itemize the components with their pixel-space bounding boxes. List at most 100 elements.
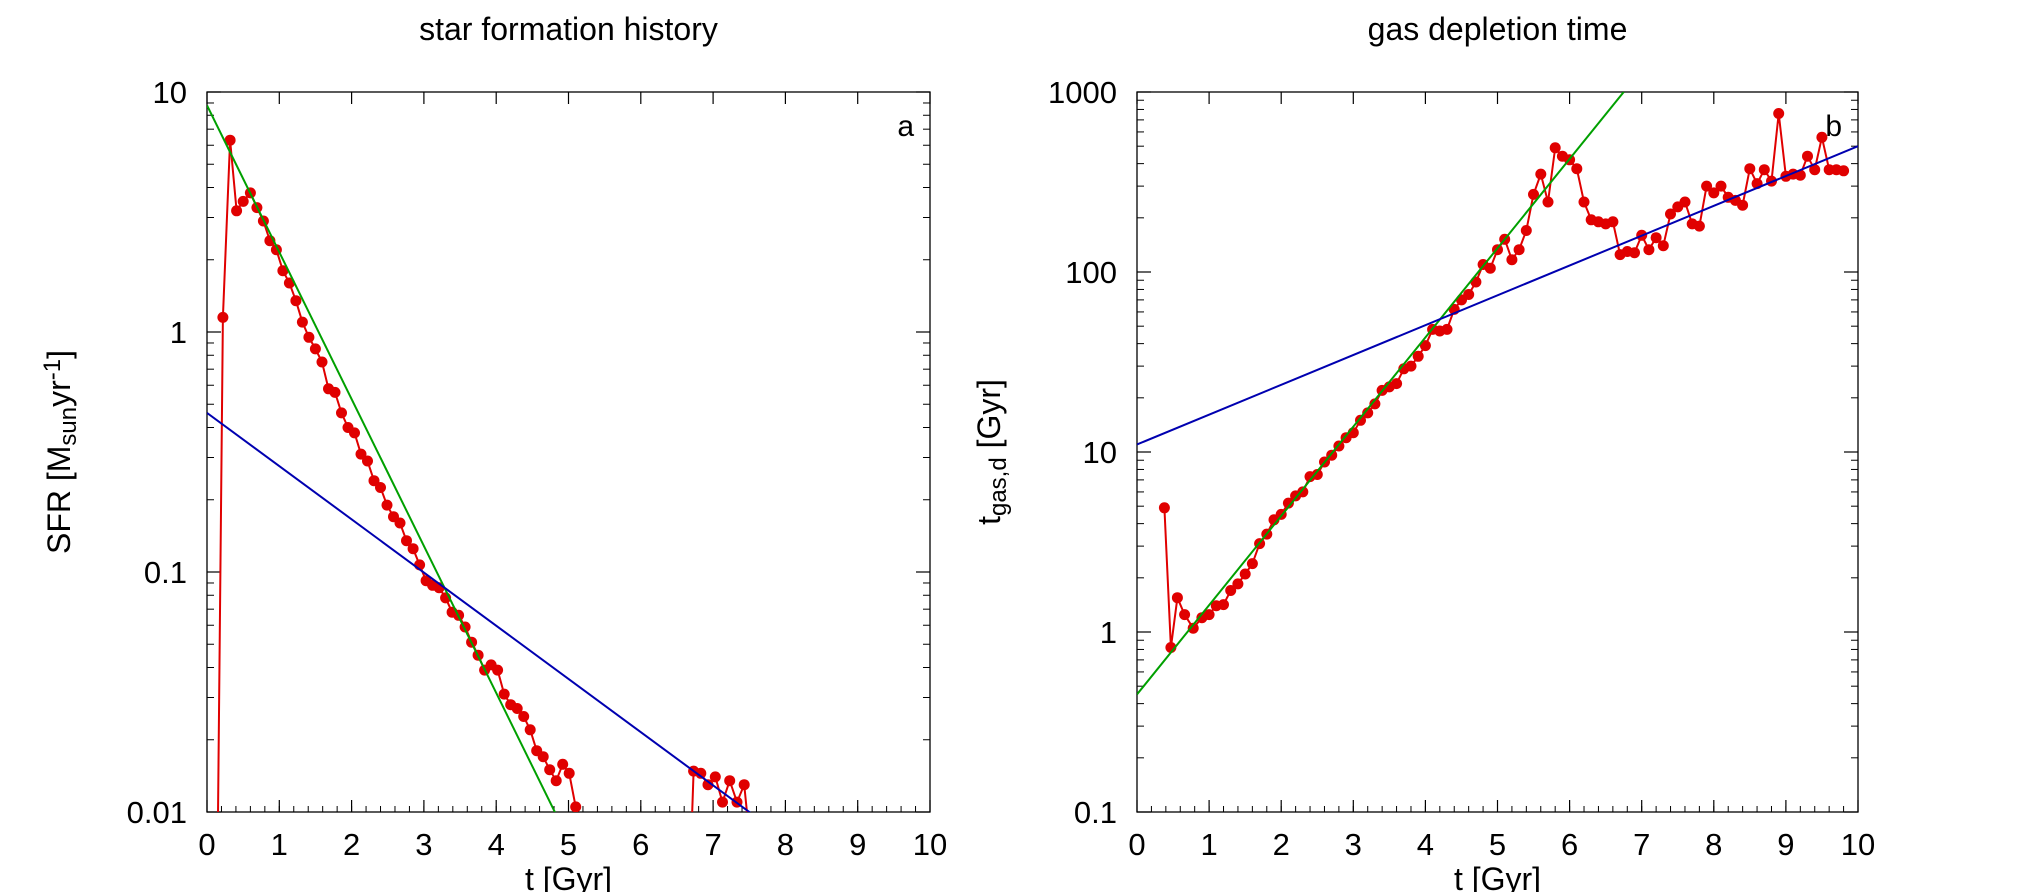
data-point [1809,164,1821,176]
x-tick-label: 3 [415,827,432,862]
y-tick-label: 0.1 [144,555,187,590]
data-point [1578,196,1590,208]
data-point [1693,220,1705,232]
panel-label: b [1825,110,1842,143]
y-tick-label: 1 [1100,615,1117,650]
y-tick-label: 10 [1083,435,1117,470]
data-point [316,356,328,368]
y-label-mid: yr [41,380,77,407]
data-point [1715,180,1727,192]
x-tick-label: 7 [1633,827,1650,862]
y-tick-label: 0.1 [1074,795,1117,830]
x-tick-label: 0 [198,827,215,862]
data-point [290,295,302,307]
data-point [550,775,562,787]
data-point [1679,196,1691,208]
data-point [1794,169,1806,181]
data-point [336,407,347,419]
data-point [407,543,419,555]
data-point [1744,163,1756,175]
data-point [557,758,569,770]
data-point [1542,196,1554,208]
data-point [224,134,236,146]
data-point [1520,225,1532,236]
plot-area [1137,92,1858,696]
series-line-fit-late [1137,145,1858,446]
data-point [1528,188,1539,200]
data-point [570,801,582,812]
data-point [1441,323,1453,335]
data-point [492,664,504,676]
data-point [1419,340,1431,352]
data-point [1737,199,1749,211]
data-point [498,688,510,700]
data-point [1369,398,1381,410]
data-point [1513,244,1525,256]
data-point [1657,240,1669,252]
data-point [231,205,243,217]
data-point [1412,350,1424,362]
data-point [544,764,556,776]
plot-frame [206,91,931,813]
y-label-suffix: [Gyr] [971,379,1007,457]
data-point [1203,609,1215,621]
data-point [1484,262,1496,274]
data-point [1239,568,1251,580]
series-line-fit-early [1137,92,1625,696]
data-point [1607,216,1619,228]
x-tick-label: 4 [488,827,505,862]
panel-gas-depletion-time: 0 1 2 3 4 5 6 7 8 9 10 0.1 1 10 100 1000 gas depletion t… [971,11,1875,892]
x-tick-label: 8 [777,827,794,862]
panel-star-formation-history: 0 1 2 3 4 5 6 7 8 9 10 0.01 0.1 1 10 star formation his… [39,11,947,892]
data-point [1643,244,1655,256]
series-line-fit-late [207,412,751,812]
x-tick-label: 10 [913,827,947,862]
x-tick-label: 0 [1128,827,1145,862]
data-point [1708,187,1720,199]
x-tick-label: 8 [1705,827,1722,862]
data-point [1187,622,1199,634]
data-point [401,535,412,547]
data-point [1506,254,1518,266]
panel-label: a [897,110,914,143]
data-point [1391,378,1403,390]
x-tick-label: 6 [1561,827,1578,862]
data-point [524,724,536,736]
y-tick-label: 10 [153,75,187,110]
data-point [1571,163,1583,175]
data-point [1549,142,1561,154]
data-point [1629,247,1640,259]
data-point [349,427,360,439]
data-point [1246,558,1258,570]
series-line-fit-early [207,104,556,812]
data-point [1816,131,1828,143]
data-point [1158,502,1170,514]
x-tick-label: 4 [1417,827,1434,862]
x-tick-label: 5 [1489,827,1506,862]
data-point [724,775,736,787]
data-point [511,703,523,714]
x-tick-label: 2 [1273,827,1290,862]
data-point [329,386,341,398]
data-point [296,316,308,328]
y-label-sup: -1 [39,359,66,380]
x-tick-label: 1 [1200,827,1217,862]
chart-title: star formation history [419,11,718,47]
data-point [537,751,549,763]
y-label-suffix: ] [41,350,77,359]
data-point [1311,469,1323,480]
data-point [1405,360,1417,372]
data-point [277,265,289,277]
y-label-prefix: t [971,516,1007,525]
data-point [217,311,229,323]
y-label-sub: sun [55,407,82,446]
data-point [368,475,380,487]
data-point [738,779,750,791]
data-point [1232,578,1244,590]
data-point [709,771,721,783]
y-tick-label: 100 [1065,255,1117,290]
data-point [1171,592,1183,604]
x-tick-label: 3 [1345,827,1362,862]
y-label-sub: gas,d [985,457,1012,516]
